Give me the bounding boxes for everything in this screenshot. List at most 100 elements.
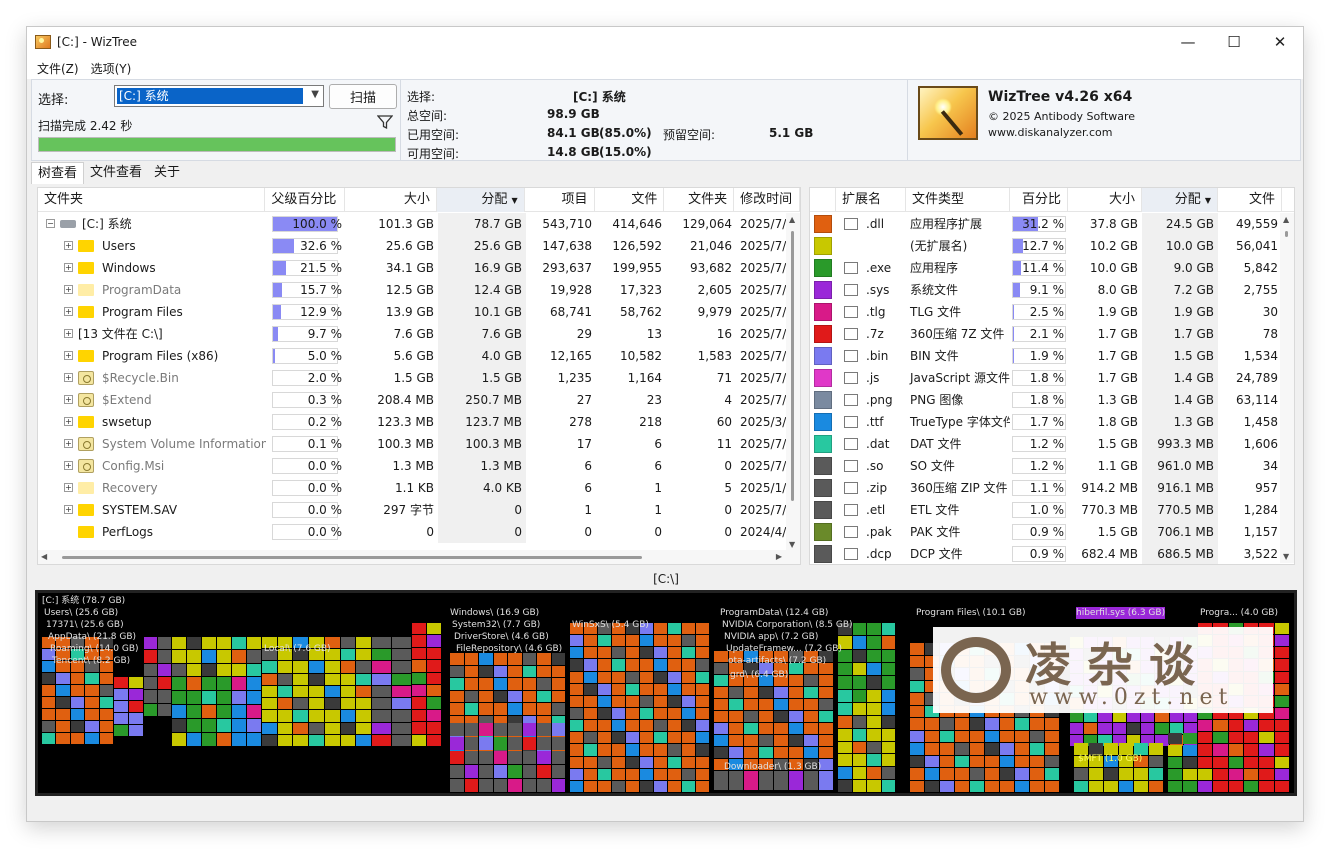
treemap-block[interactable] bbox=[85, 649, 99, 660]
treemap-block[interactable] bbox=[356, 710, 371, 722]
treemap-block[interactable] bbox=[324, 722, 340, 734]
treemap-block[interactable] bbox=[464, 653, 478, 665]
treemap-block[interactable] bbox=[262, 722, 277, 734]
treemap-block[interactable] bbox=[262, 734, 277, 746]
scroll-up-icon[interactable]: ▲ bbox=[789, 215, 796, 224]
treemap-block[interactable] bbox=[744, 771, 758, 790]
treemap-block[interactable] bbox=[696, 659, 709, 671]
treemap-block[interactable] bbox=[412, 685, 426, 697]
treemap-block[interactable] bbox=[42, 709, 56, 720]
treemap-block[interactable] bbox=[714, 771, 728, 790]
treemap-block[interactable] bbox=[1089, 780, 1103, 792]
treemap-block[interactable] bbox=[551, 751, 565, 764]
treemap-block[interactable] bbox=[392, 673, 411, 685]
treemap-block[interactable] bbox=[42, 661, 56, 672]
treemap-block[interactable] bbox=[867, 767, 881, 780]
treemap-block[interactable] bbox=[668, 623, 681, 635]
treemap-block[interactable] bbox=[427, 623, 441, 635]
treemap-block[interactable] bbox=[262, 673, 277, 685]
treemap-block[interactable] bbox=[70, 637, 85, 648]
treemap-block[interactable] bbox=[232, 705, 246, 718]
treemap-block[interactable] bbox=[551, 690, 565, 702]
treemap-block[interactable] bbox=[99, 697, 113, 708]
expand-icon[interactable]: + bbox=[64, 263, 73, 272]
treemap-block[interactable] bbox=[372, 649, 391, 661]
treemap-block[interactable] bbox=[804, 771, 818, 790]
treemap-block[interactable] bbox=[356, 734, 371, 746]
extension-row[interactable]: .sys 系统文件 9.1 % 8.0 GB 7.2 GB 2,755 bbox=[810, 279, 1294, 301]
treemap-block[interactable] bbox=[1070, 710, 1084, 722]
treemap-block[interactable] bbox=[450, 678, 464, 690]
treemap-block[interactable] bbox=[1259, 780, 1274, 792]
treemap-block[interactable] bbox=[1244, 768, 1259, 780]
treemap-block[interactable] bbox=[729, 687, 743, 698]
extension-row[interactable]: (无扩展名) 12.7 % 10.2 GB 10.0 GB 56,041 bbox=[810, 235, 1294, 257]
tree-row[interactable]: + Windows 21.5 % 34.1 GB 16.9 GB 293,637… bbox=[38, 257, 800, 279]
treemap-block[interactable] bbox=[1119, 743, 1133, 755]
treemap-block[interactable] bbox=[172, 691, 186, 704]
treemap-block[interactable] bbox=[881, 623, 895, 636]
treemap-block[interactable] bbox=[85, 673, 99, 684]
treemap-block[interactable] bbox=[1084, 722, 1098, 734]
treemap-block[interactable] bbox=[372, 722, 391, 734]
treemap-block[interactable] bbox=[598, 720, 611, 732]
treemap-block[interactable] bbox=[696, 708, 709, 720]
treemap-block[interactable] bbox=[640, 647, 653, 659]
treemap-block[interactable] bbox=[819, 675, 833, 686]
treemap-block[interactable] bbox=[714, 687, 728, 698]
treemap-block[interactable] bbox=[759, 663, 773, 674]
treemap-block[interactable] bbox=[640, 695, 653, 707]
treemap-block[interactable] bbox=[955, 730, 969, 742]
treemap-block[interactable] bbox=[85, 721, 99, 732]
treemap-block[interactable] bbox=[640, 732, 653, 744]
treemap-block[interactable] bbox=[85, 661, 99, 672]
treemap-block[interactable] bbox=[654, 695, 667, 707]
treemap-block[interactable] bbox=[202, 691, 216, 704]
treemap-block[interactable] bbox=[759, 771, 773, 790]
treemap-block[interactable] bbox=[1259, 732, 1274, 744]
treemap-block[interactable] bbox=[551, 703, 565, 715]
treemap-block[interactable] bbox=[464, 703, 478, 715]
treemap-block[interactable] bbox=[464, 779, 478, 792]
treemap-block[interactable] bbox=[1098, 722, 1112, 734]
treemap-block[interactable] bbox=[789, 771, 803, 790]
treemap-block[interactable] bbox=[356, 673, 371, 685]
treemap-block[interactable] bbox=[612, 671, 625, 683]
treemap-block[interactable] bbox=[1015, 780, 1029, 792]
treemap-block[interactable] bbox=[668, 683, 681, 695]
treemap-block[interactable] bbox=[925, 755, 939, 767]
treemap-block[interactable] bbox=[925, 693, 939, 705]
treemap-block[interactable] bbox=[479, 678, 493, 690]
treemap-block[interactable] bbox=[584, 659, 597, 671]
treemap-block[interactable] bbox=[450, 690, 464, 702]
treemap-block[interactable] bbox=[654, 720, 667, 732]
treemap-block[interactable] bbox=[714, 735, 728, 746]
treemap-block[interactable] bbox=[640, 780, 653, 792]
treemap-block[interactable] bbox=[1141, 710, 1155, 722]
treemap-block[interactable] bbox=[479, 690, 493, 702]
treemap-block[interactable] bbox=[129, 689, 143, 700]
treemap-block[interactable] bbox=[1213, 732, 1228, 744]
treemap-block[interactable] bbox=[1119, 780, 1133, 792]
treemap-block[interactable] bbox=[1198, 744, 1213, 756]
treemap-block[interactable] bbox=[551, 765, 565, 778]
treemap-block[interactable] bbox=[1015, 730, 1029, 742]
treemap-block[interactable] bbox=[508, 653, 522, 665]
treemap-block[interactable] bbox=[1126, 710, 1141, 722]
treemap-block[interactable] bbox=[1030, 768, 1044, 780]
treemap-block[interactable] bbox=[372, 710, 391, 722]
treemap-block[interactable] bbox=[42, 649, 56, 660]
treemap-block[interactable] bbox=[759, 675, 773, 686]
treemap-block[interactable] bbox=[1274, 732, 1289, 744]
treemap-block[interactable] bbox=[114, 725, 128, 736]
treemap-block[interactable] bbox=[99, 685, 113, 696]
treemap-block[interactable] bbox=[654, 780, 667, 792]
treemap-block[interactable] bbox=[450, 779, 464, 792]
treemap-block[interactable] bbox=[759, 711, 773, 722]
treemap-block[interactable] bbox=[551, 665, 565, 677]
treemap-block[interactable] bbox=[372, 734, 391, 746]
treemap-block[interactable] bbox=[729, 723, 743, 734]
treemap-block[interactable] bbox=[1141, 722, 1155, 734]
treemap-block[interactable] bbox=[202, 719, 216, 732]
treemap-block[interactable] bbox=[450, 703, 464, 715]
